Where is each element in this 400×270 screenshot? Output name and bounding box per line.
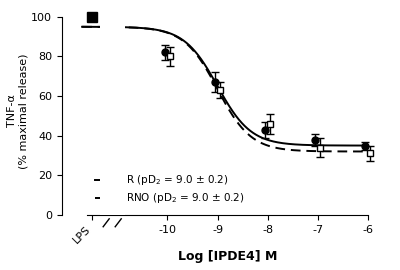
Legend: R (pD$_2$ = 9.0 ± 0.2), RNO (pD$_2$ = 9.0 ± 0.2): R (pD$_2$ = 9.0 ± 0.2), RNO (pD$_2$ = 9.…	[90, 169, 248, 210]
X-axis label: Log [IPDE4] M: Log [IPDE4] M	[178, 250, 277, 263]
Bar	[100, 7, 125, 215]
Y-axis label: TNF-α
(% maximal release): TNF-α (% maximal release)	[7, 53, 28, 169]
